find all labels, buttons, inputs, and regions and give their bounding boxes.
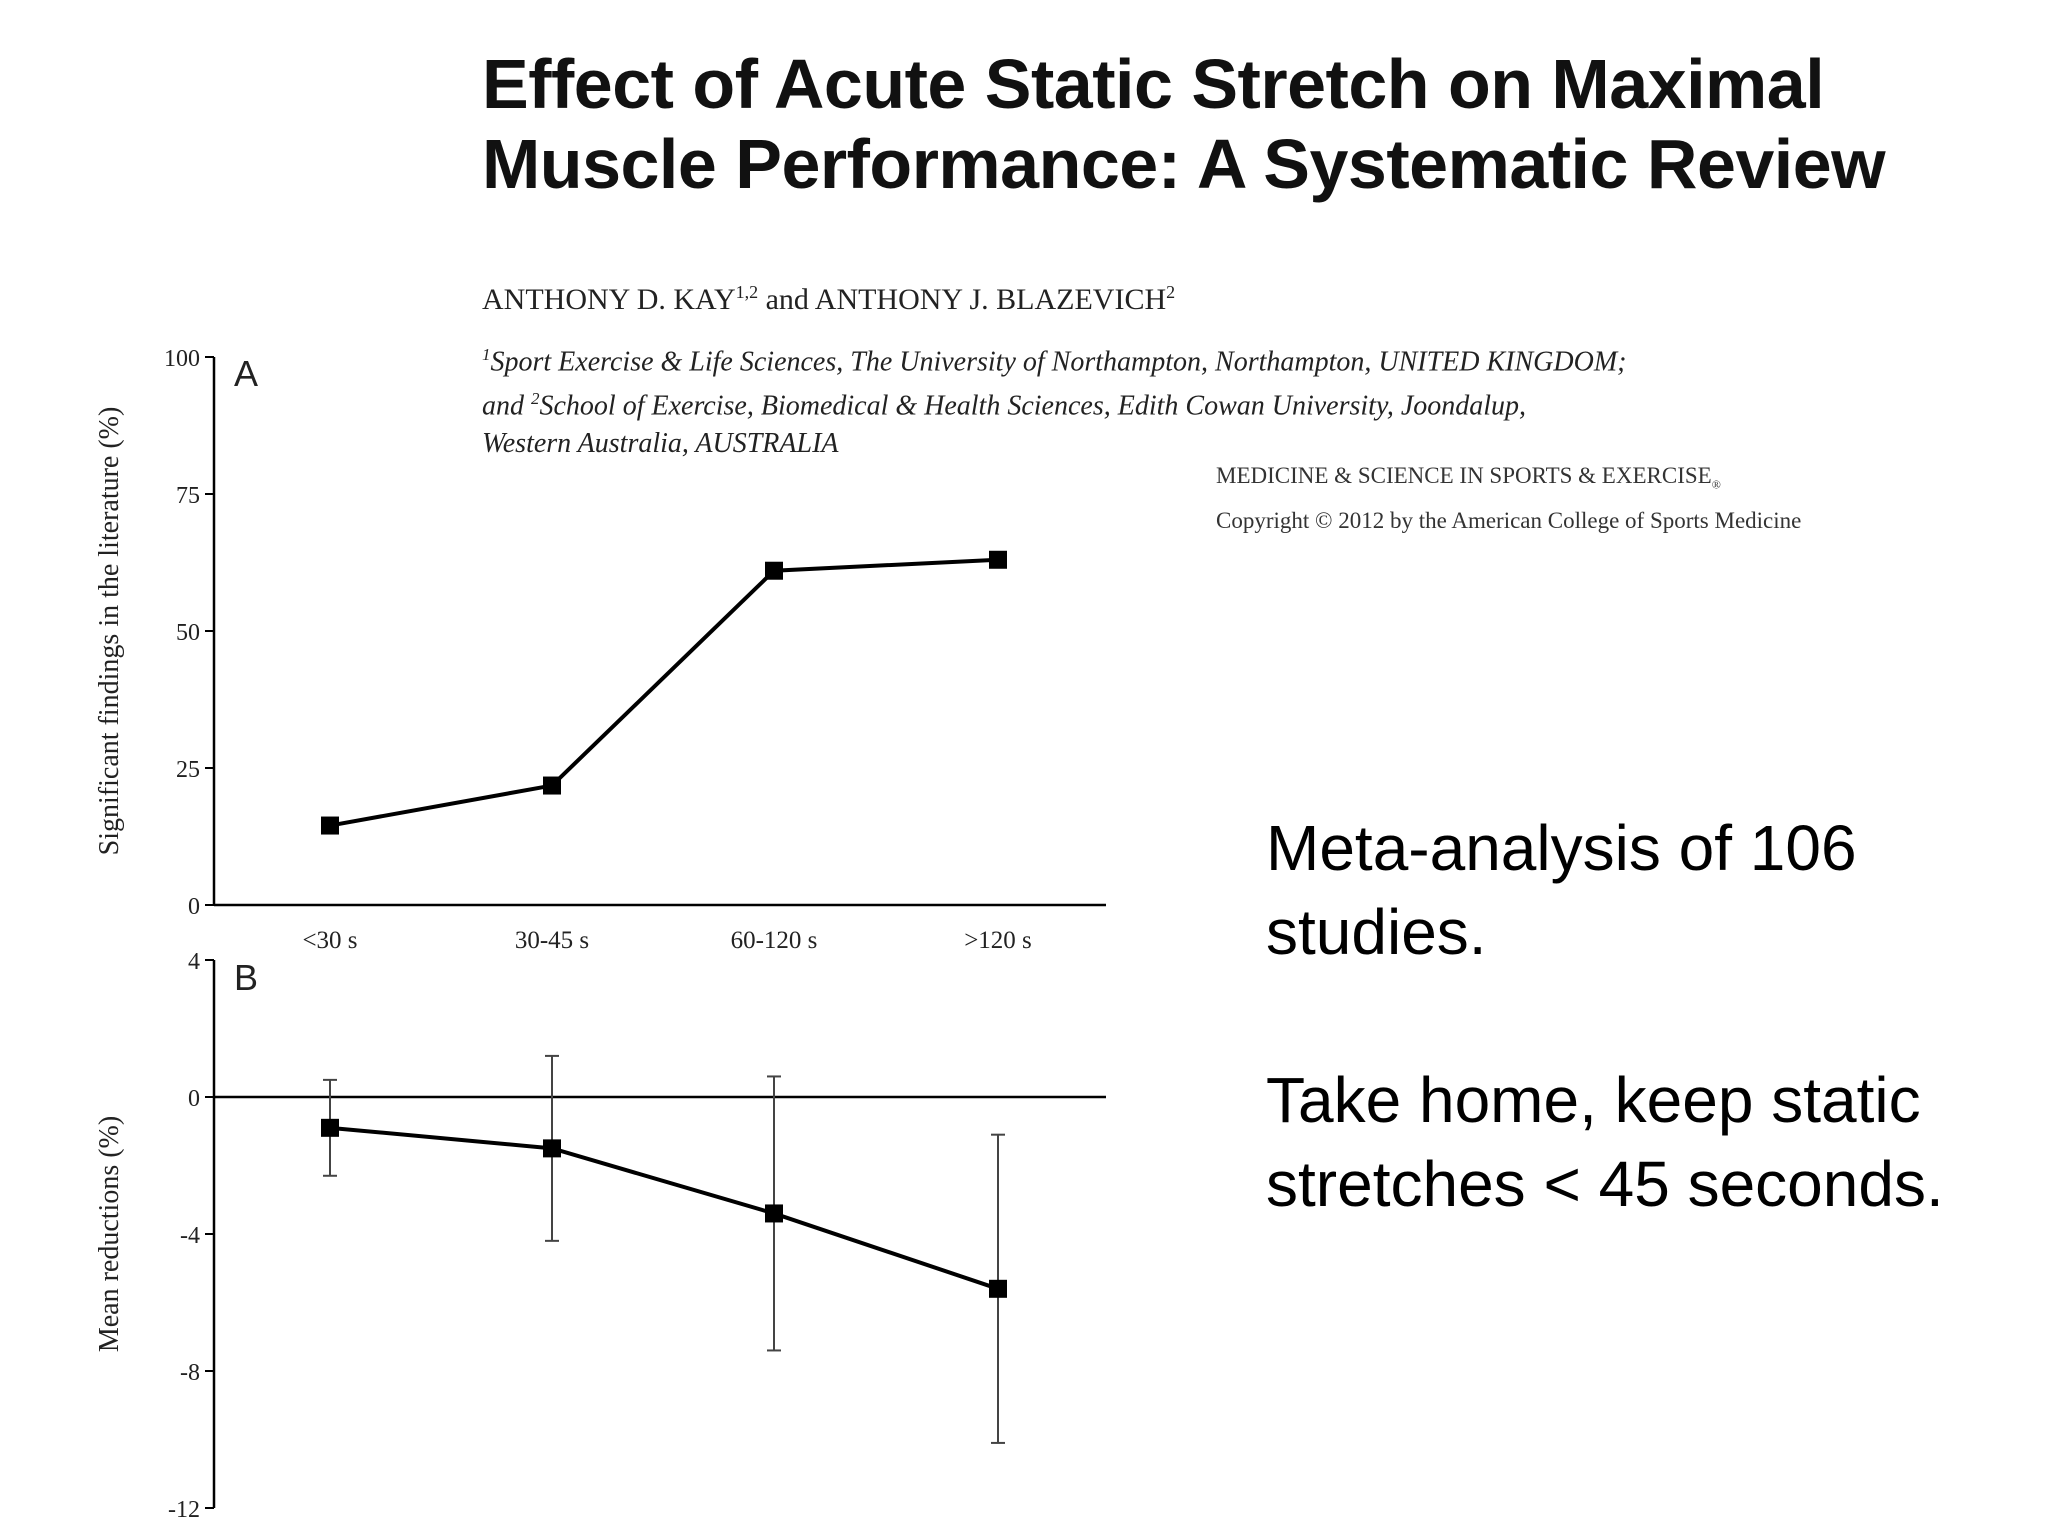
- panel-a-x-tick-label: 60-120 s: [731, 927, 818, 954]
- panel-b-data-point: [989, 1279, 1007, 1298]
- affiliation-2-text: School of Exercise, Biomedical & Health …: [539, 390, 1527, 422]
- authors: ANTHONY D. KAY1,2 and ANTHONY J. BLAZEVI…: [482, 282, 1175, 317]
- author-2-affiliation-mark: 2: [1166, 282, 1176, 302]
- panel-b-data-point: [765, 1204, 783, 1223]
- affiliation-1-text: Sport Exercise & Life Sciences, The Univ…: [490, 346, 1627, 378]
- journal-copyright: Copyright © 2012 by the American College…: [1216, 507, 1802, 533]
- panel-a-data-point: [321, 816, 339, 835]
- panel-a-data-point: [543, 776, 561, 795]
- panel-b-series-line: [329, 1125, 999, 1291]
- panel-b-letter: B: [234, 957, 258, 998]
- affiliation-2-mark: 2: [531, 389, 540, 409]
- panel-a-data-point: [989, 550, 1007, 569]
- panel-b-y-tick-label: -8: [180, 1360, 200, 1386]
- affiliation-line-3: Western Australia, AUSTRALIA: [482, 427, 839, 459]
- note-take-home: Take home, keep static stretches < 45 se…: [1266, 1064, 1944, 1220]
- author-2: ANTHONY J. BLAZEVICH: [814, 283, 1167, 316]
- panel-b-y-tick-label: 0: [188, 1086, 200, 1112]
- panel-b-y-tick-label: -4: [180, 1223, 200, 1249]
- affiliation-line-2: and 2School of Exercise, Biomedical & He…: [482, 380, 1882, 424]
- panel-a-x-tick-label: <30 s: [302, 927, 357, 954]
- panel-a-y-tick-label: 0: [188, 894, 200, 920]
- paper-title: Effect of Acute Static Stretch on Maxima…: [482, 44, 2042, 204]
- panel-b-data-point: [543, 1139, 561, 1158]
- panel-a-x-tick-label: 30-45 s: [515, 927, 589, 954]
- journal-registered-mark: ®: [1711, 477, 1721, 492]
- author-1-affiliation-mark: 1,2: [735, 282, 759, 302]
- panel-b-y-tick-label: 4: [188, 949, 200, 975]
- author-conjunction: and: [758, 283, 815, 316]
- panel-a-y-tick-label: 100: [164, 346, 200, 372]
- panel-b-y-tick-label: -12: [168, 1497, 200, 1523]
- panel-a-series-line: [329, 557, 999, 828]
- note-meta-analysis: Meta-analysis of 106 studies.: [1266, 812, 1857, 968]
- panel-a-letter: A: [234, 353, 258, 394]
- panel-a-x-tick-label: >120 s: [964, 927, 1032, 954]
- panel-a-y-tick-label: 50: [176, 620, 200, 646]
- affiliation-2-prefix: and: [482, 390, 531, 422]
- affiliations: 1Sport Exercise & Life Sciences, The Uni…: [482, 336, 1882, 462]
- journal-name: MEDICINE & SCIENCE IN SPORTS & EXERCISE: [1216, 463, 1712, 488]
- affiliation-line-1: 1Sport Exercise & Life Sciences, The Uni…: [482, 336, 1882, 380]
- slide-notes: Meta-analysis of 106 studies. Take home,…: [1266, 806, 1986, 1310]
- paper-title-line-1: Effect of Acute Static Stretch on Maxima…: [482, 45, 1825, 123]
- panel-a-y-tick-label: 75: [176, 483, 200, 509]
- panel-a-data-point: [765, 561, 783, 580]
- panel-b-data-point: [321, 1118, 339, 1137]
- author-1: ANTHONY D. KAY: [482, 283, 736, 316]
- panel-a-y-axis-label: Significant findings in the literature (…: [94, 407, 125, 856]
- panel-a-y-tick-label: 25: [176, 757, 200, 783]
- journal-name-line: MEDICINE & SCIENCE IN SPORTS & EXERCISE®: [1216, 458, 1801, 503]
- panel-b-y-axis-label: Mean reductions (%): [94, 1116, 125, 1352]
- paper-title-line-2: Muscle Performance: A Systematic Review: [482, 125, 1886, 203]
- journal-info: MEDICINE & SCIENCE IN SPORTS & EXERCISE®…: [1216, 458, 1801, 538]
- affiliation-1-mark: 1: [482, 345, 491, 364]
